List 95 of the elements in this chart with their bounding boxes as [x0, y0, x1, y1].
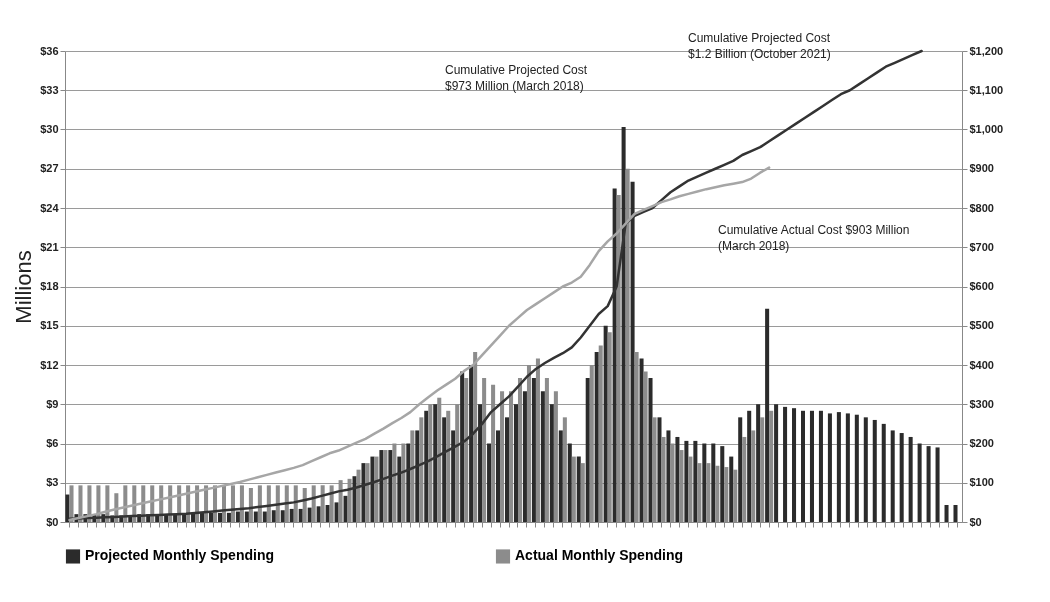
legend-label: Projected Monthly Spending [85, 547, 275, 564]
y2-tick-label: $800 [969, 201, 994, 214]
bar [800, 410, 806, 522]
bar [567, 443, 572, 522]
bar [487, 443, 492, 522]
bar [836, 412, 841, 522]
legend-label: Actual Monthly Spending [515, 547, 683, 564]
bar [899, 433, 904, 522]
bar [504, 417, 510, 522]
bar [603, 325, 608, 522]
bar [262, 511, 267, 522]
bar [935, 447, 940, 522]
bar [576, 456, 581, 522]
bar [307, 507, 312, 522]
y-tick-label: $36 [40, 44, 59, 57]
y2-tick-label: $1,100 [969, 83, 1004, 96]
bar [334, 502, 339, 522]
bar [639, 358, 644, 522]
bar [693, 440, 698, 522]
bar [792, 408, 797, 522]
y2-tick-label: $200 [969, 437, 994, 449]
y-tick-label: $0 [46, 515, 59, 528]
y-tick-label: $30 [40, 123, 59, 135]
y2-tick-label: $900 [969, 162, 994, 175]
bar [827, 413, 832, 522]
bar [585, 378, 590, 522]
bar [944, 504, 949, 522]
bar [558, 430, 563, 522]
y-tick-label: $3 [46, 476, 59, 489]
bar [711, 443, 716, 522]
y-tick-label: $12 [40, 358, 59, 371]
bar [522, 391, 527, 522]
bar [549, 404, 554, 522]
bar [908, 436, 913, 522]
bar [325, 504, 330, 522]
bar [648, 378, 653, 522]
bar [531, 378, 536, 522]
bar [316, 506, 321, 522]
annotation: Cumulative Projected Cost $973 Million (March 2018) [445, 63, 588, 93]
y-axis-title: Millions [11, 250, 37, 324]
y-tick-label: $9 [46, 397, 59, 410]
bar [926, 446, 931, 522]
y2-tick-label: $100 [969, 476, 994, 489]
bar [720, 446, 725, 522]
bar [738, 417, 743, 522]
y-tick-label: $33 [40, 83, 59, 96]
bar [280, 510, 285, 522]
bar [729, 456, 734, 522]
y2-tick-label: $400 [969, 358, 994, 371]
bar [765, 308, 770, 522]
y-tick-label: $21 [40, 240, 59, 253]
bar [809, 410, 814, 522]
bar [917, 443, 922, 522]
bar [540, 391, 545, 522]
bar [818, 410, 823, 522]
bar [756, 404, 761, 522]
bar [845, 413, 850, 522]
bar [747, 410, 752, 522]
bar [496, 430, 501, 522]
bar [774, 404, 779, 522]
bar [783, 406, 788, 522]
bar [271, 510, 276, 522]
bar [513, 404, 518, 522]
bar [244, 511, 249, 522]
y-tick-label: $18 [40, 280, 59, 292]
y-tick-label: $27 [40, 162, 59, 175]
y2-tick-label: $500 [969, 319, 994, 332]
bar [343, 495, 348, 522]
bar [666, 430, 671, 522]
y2-tick-label: $600 [969, 280, 994, 292]
bar [953, 504, 958, 522]
y2-tick-label: $1,000 [969, 123, 1004, 135]
y-tick-label: $24 [40, 201, 60, 214]
bar [226, 512, 231, 522]
bar [872, 419, 877, 522]
y-tick-label: $6 [46, 437, 59, 449]
bar [890, 430, 895, 522]
annotation: Cumulative Projected Cost $1.2 Billion (October 2021) [688, 31, 831, 61]
bar [854, 414, 859, 522]
bar [863, 417, 868, 522]
annotation: Cumulative Actual Cost $903 Million (March 2018) [718, 223, 910, 253]
bar [289, 508, 294, 522]
y-tick-label: $15 [40, 319, 59, 332]
bar [657, 417, 662, 522]
bar [702, 443, 707, 522]
y2-tick-label: $0 [969, 515, 982, 528]
bar [675, 436, 680, 522]
bar [881, 423, 886, 522]
y2-tick-label: $300 [969, 397, 994, 410]
bar [253, 511, 258, 522]
bar [684, 440, 689, 522]
bar [594, 351, 599, 522]
y2-tick-label: $700 [969, 240, 994, 253]
bar [298, 508, 303, 522]
y2-tick-label: $1,200 [969, 44, 1004, 57]
